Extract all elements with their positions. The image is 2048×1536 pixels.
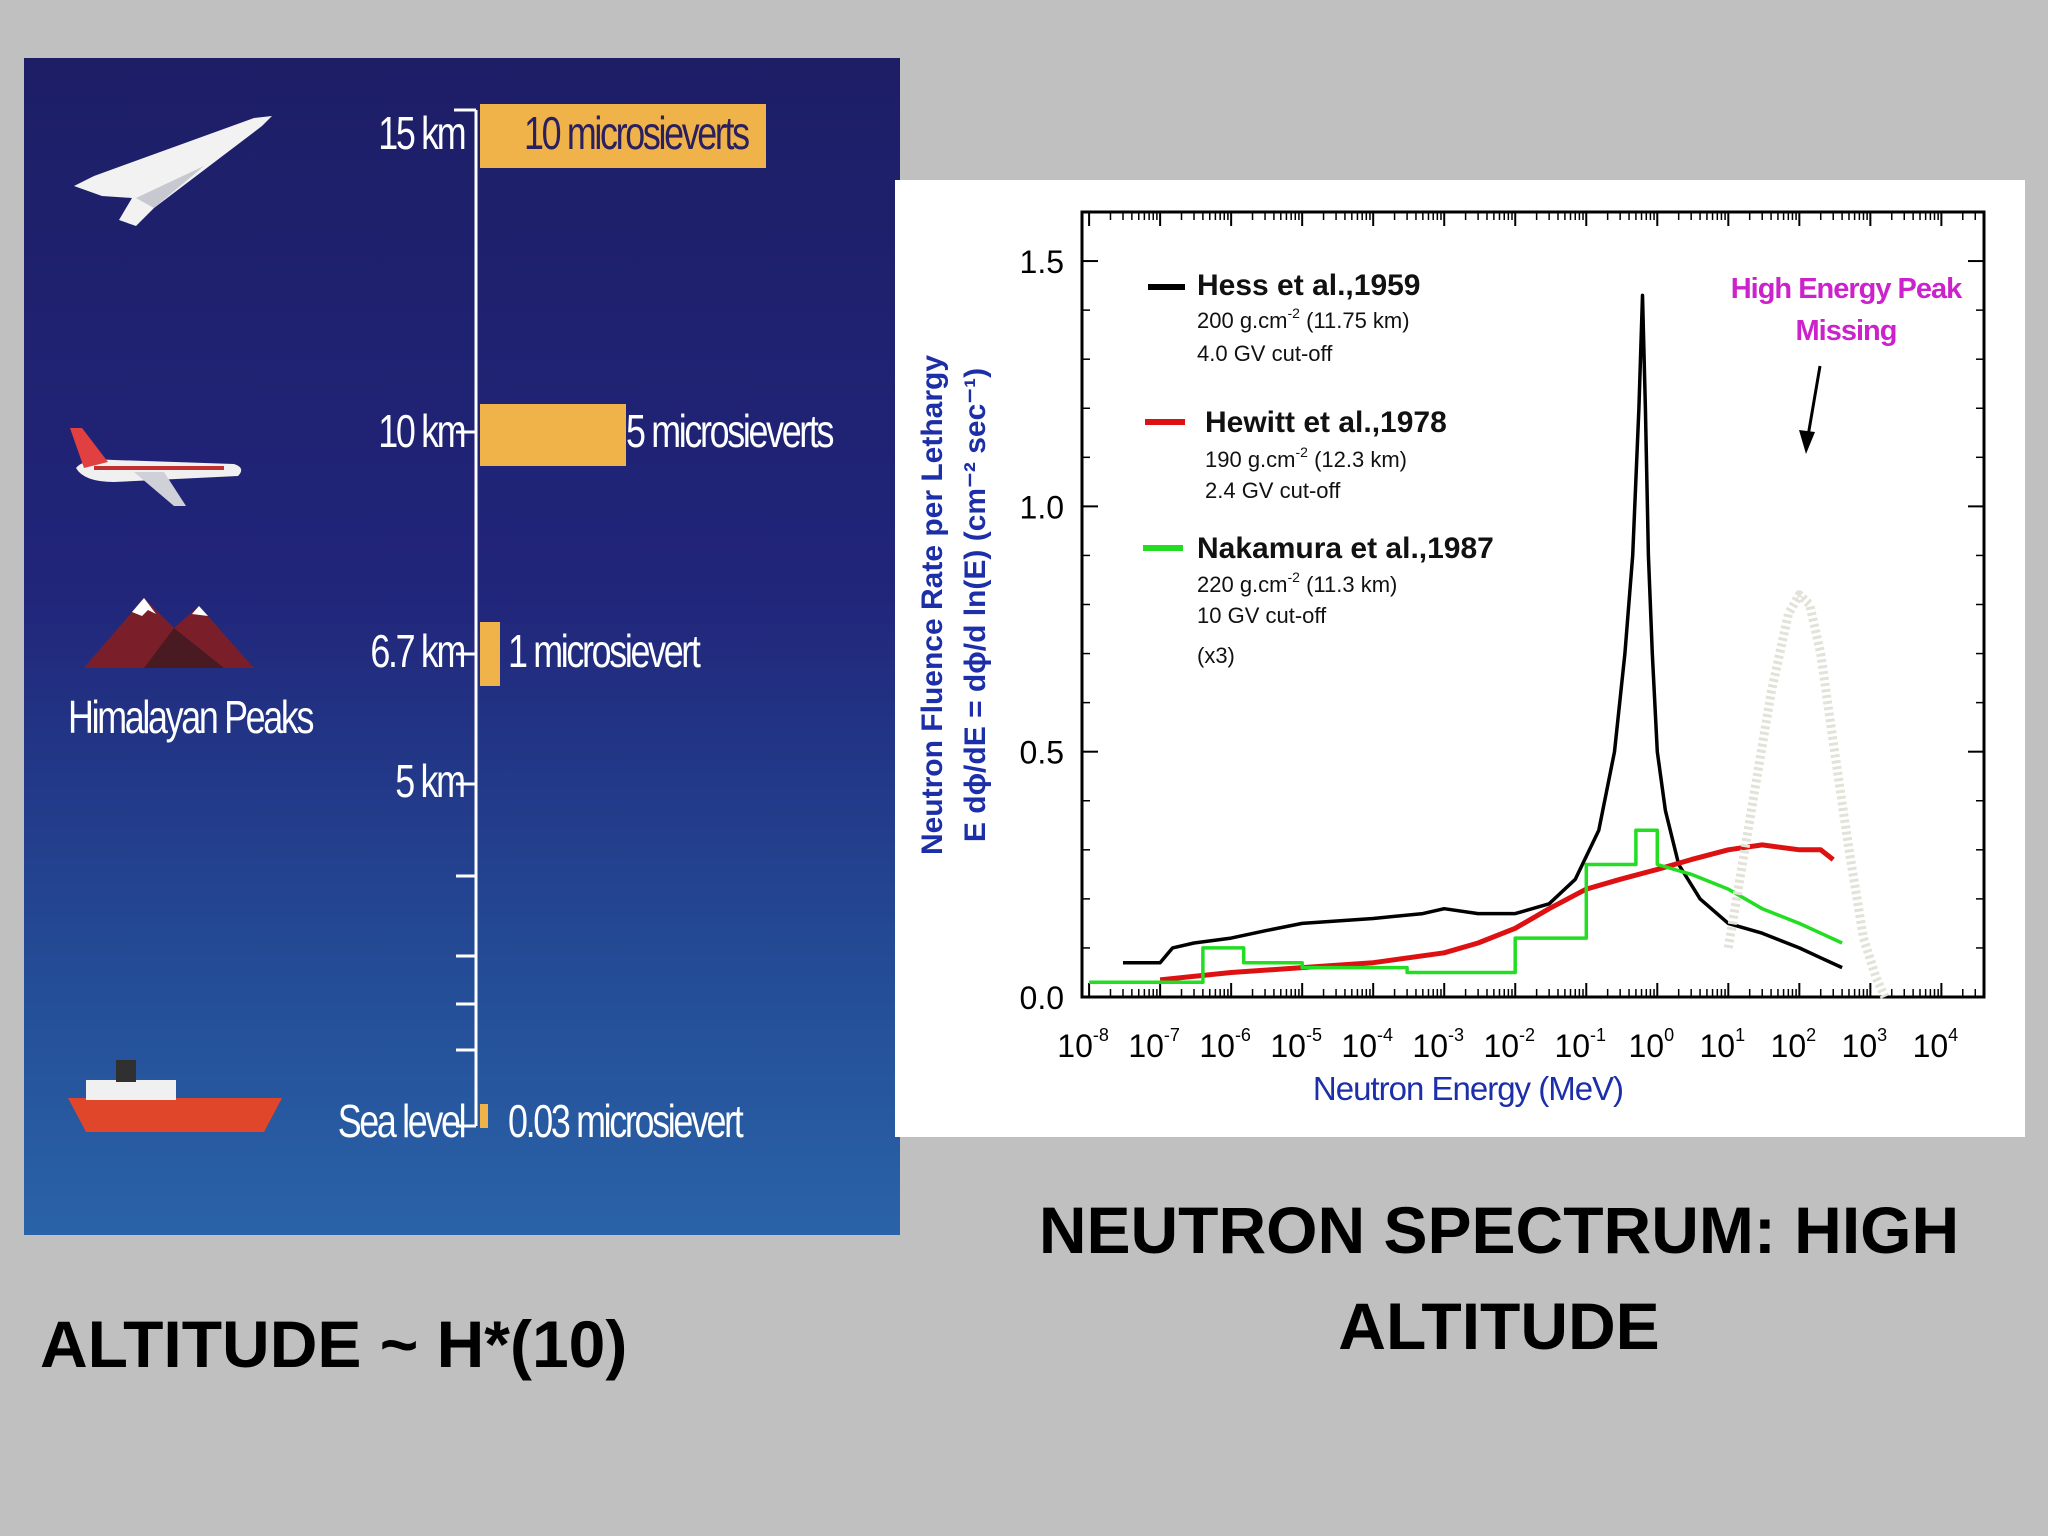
x-axis-label: Neutron Energy (MeV) — [1313, 1070, 1623, 1107]
dose-label-6-7km: 1 microsievert — [508, 625, 701, 677]
legend-name-nakamura: Nakamura et al.,1987 — [1197, 532, 1494, 565]
y-tick-label: 0.0 — [1020, 980, 1064, 1016]
airliner-icon — [70, 428, 242, 506]
chart-svg: 10-8 10-7 10-6 10-5 10-4 10-3 10-2 10-1 100 101 10… — [916, 210, 1986, 1107]
right-caption-line1: NEUTRON SPECTRUM: HIGH — [1038, 1193, 1960, 1267]
x-tick-label: 10-2 — [1483, 1025, 1535, 1064]
y-tick-label: 1.0 — [1020, 489, 1064, 525]
neutron-spectrum-chart: 10-8 10-7 10-6 10-5 10-4 10-3 10-2 10-1 100 101 10… — [895, 180, 2025, 1137]
altitude-label-5km: 5 km — [395, 755, 467, 807]
legend-detail1-nakamura: 220 g.cm-2 (11.3 km) — [1197, 569, 1397, 597]
x-tick-label: 102 — [1771, 1025, 1817, 1064]
legend-detail1-hess: 200 g.cm-2 (11.75 km) — [1197, 305, 1410, 333]
y-ticks: 0.0 0.5 1.0 1.5 — [1020, 244, 1984, 1016]
legend-detail2-hewitt: 2.4 GV cut-off — [1205, 478, 1341, 503]
annotation-line1: High Energy Peak — [1731, 273, 1963, 305]
legend-detail1-hewitt: 190 g.cm-2 (12.3 km) — [1205, 444, 1407, 472]
dose-bar-10km — [480, 404, 626, 466]
series-line-high-energy-peak — [1723, 590, 1889, 999]
series-layer — [1089, 293, 1889, 999]
series-line-hess-et-al-1959 — [1123, 293, 1843, 970]
mountain-icon — [84, 598, 254, 668]
himalaya-label: Himalayan Peaks — [68, 691, 314, 743]
altitude-label-10km: 10 km — [377, 405, 466, 457]
altitude-label-sea-level: Sea level — [337, 1095, 466, 1147]
altitude-icons-svg — [68, 108, 478, 1132]
y-axis-label-line2: E dϕ/dE = dϕ/d ln(E) (cm⁻² sec⁻¹) — [959, 368, 992, 842]
dose-bar-sea-level — [480, 1104, 488, 1128]
legend-detail2-nakamura: 10 GV cut-off — [1197, 603, 1327, 628]
series-line-nakamura-et-al-1987 — [1089, 828, 1843, 985]
dose-bar-6-7km — [480, 622, 500, 686]
annotation-arrow — [1799, 365, 1822, 454]
x-tick-label: 10-3 — [1412, 1025, 1464, 1064]
y-tick-label: 1.5 — [1020, 244, 1064, 280]
ship-icon — [68, 1060, 282, 1132]
altitude-label-6-7km: 6.7 km — [370, 625, 466, 677]
legend-name-hewitt: Hewitt et al.,1978 — [1205, 406, 1447, 439]
x-ticks: 10-8 10-7 10-6 10-5 10-4 10-3 10-2 10-1 100 101 10… — [1057, 212, 1977, 1064]
left-caption: ALTITUDE ~ H*(10) — [40, 1307, 628, 1381]
legend-detail3-nakamura: (x3) — [1197, 643, 1235, 668]
annotation-line2: Missing — [1796, 315, 1897, 347]
altitude-dose-figure: 15 km 10 km 6.7 km 5 km Sea level 10 mic… — [24, 58, 900, 1235]
dose-label-10km: 5 microsieverts — [626, 405, 834, 457]
x-tick-label: 10-8 — [1057, 1025, 1109, 1064]
dose-label-15km: 10 microsieverts — [524, 107, 750, 159]
legend: Hess et al.,1959 200 g.cm-2 (11.75 km) 4… — [1143, 269, 1494, 668]
concorde-icon — [74, 116, 272, 226]
x-tick-label: 103 — [1842, 1025, 1888, 1064]
x-tick-label: 10-5 — [1270, 1025, 1322, 1064]
x-tick-label: 10-6 — [1199, 1025, 1251, 1064]
x-tick-label: 10-1 — [1554, 1025, 1606, 1064]
x-tick-label: 104 — [1913, 1025, 1959, 1064]
plot-frame — [1080, 210, 1986, 999]
y-tick-label: 0.5 — [1020, 735, 1064, 771]
right-caption-line2: ALTITUDE — [1338, 1289, 1660, 1363]
legend-detail2-hess: 4.0 GV cut-off — [1197, 341, 1333, 366]
y-axis-label-line1: Neutron Fluence Rate per Lethargy — [916, 355, 949, 855]
dose-bar-15km — [480, 104, 766, 168]
dose-label-sea-level: 0.03 microsievert — [508, 1095, 744, 1147]
legend-name-hess: Hess et al.,1959 — [1197, 269, 1421, 302]
altitude-label-15km: 15 km — [377, 107, 466, 159]
x-tick-label: 10-7 — [1128, 1025, 1180, 1064]
x-tick-label: 101 — [1700, 1025, 1746, 1064]
x-tick-label: 10-4 — [1341, 1025, 1393, 1064]
x-tick-label: 100 — [1628, 1025, 1674, 1064]
